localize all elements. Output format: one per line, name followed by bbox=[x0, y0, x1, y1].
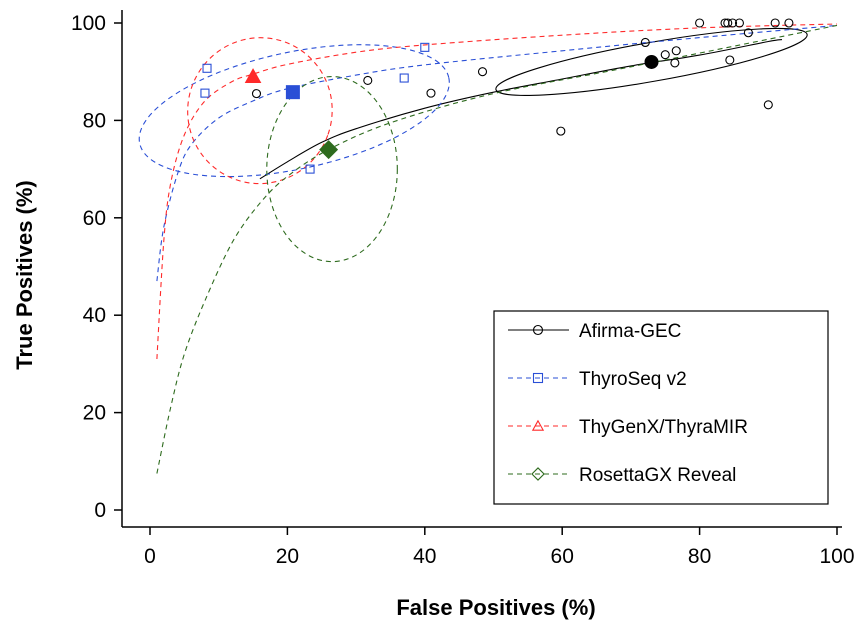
thyroseq-v2-confidence-ellipse bbox=[138, 44, 450, 178]
y-tick-label: 60 bbox=[83, 207, 106, 230]
thyroseq-v2-study-point bbox=[200, 88, 210, 98]
rosettagx-reveal-confidence-ellipse bbox=[266, 76, 398, 263]
thygenx-thyramir-curve bbox=[156, 23, 838, 360]
afirma-gec-study-point bbox=[784, 18, 794, 28]
afirma-gec-study-point bbox=[426, 88, 436, 98]
thyroseq-v2-study-point bbox=[305, 164, 315, 174]
legend-marker-rosettagx-reveal bbox=[531, 467, 545, 481]
thyroseq-v2-summary-point bbox=[285, 85, 300, 100]
thygenx-thyramir-summary-point bbox=[244, 68, 262, 84]
y-tick-label: 80 bbox=[83, 109, 106, 132]
afirma-gec-study-point bbox=[723, 18, 733, 28]
thygenx-thyramir-confidence-ellipse bbox=[187, 37, 333, 185]
afirma-gec-study-point bbox=[477, 67, 488, 77]
legend-marker-thyroseq-v2 bbox=[532, 372, 544, 384]
x-tick-label: 100 bbox=[819, 545, 854, 568]
afirma-gec-study-point bbox=[670, 58, 680, 68]
afirma-gec-study-point bbox=[640, 37, 650, 48]
afirma-gec-curve bbox=[259, 39, 783, 180]
afirma-gec-study-point bbox=[671, 46, 681, 56]
y-tick-label: 40 bbox=[83, 304, 106, 327]
legend-label-thygenx-thyramir: ThyGenX/ThyraMIR bbox=[579, 417, 748, 438]
x-tick-label: 80 bbox=[688, 545, 711, 568]
rosettagx-reveal-curve bbox=[156, 24, 838, 474]
legend-label-afirma-gec: Afirma-GEC bbox=[579, 321, 681, 342]
legend-marker-afirma-gec bbox=[532, 324, 544, 336]
afirma-gec-study-point bbox=[556, 126, 566, 136]
legend: Afirma-GEC ThyroSeq v2 ThyGenX/ThyraMIR Ros… bbox=[493, 310, 829, 505]
thyroseq-v2-study-point bbox=[399, 73, 409, 83]
afirma-gec-study-point bbox=[743, 28, 753, 38]
afirma-gec-study-point bbox=[695, 18, 705, 28]
rosettagx-reveal-summary-point bbox=[319, 140, 339, 160]
x-tick-label: 60 bbox=[551, 545, 574, 568]
afirma-gec-study-point bbox=[763, 100, 773, 110]
afirma-gec-summary-point bbox=[644, 54, 659, 69]
thyroseq-v2-study-point bbox=[202, 63, 212, 73]
x-tick-label: 40 bbox=[413, 545, 436, 568]
afirma-gec-study-point bbox=[660, 50, 670, 60]
y-axis-label: True Positives (%) bbox=[12, 180, 37, 370]
x-tick-label: 0 bbox=[144, 545, 156, 568]
afirma-gec-study-point bbox=[251, 89, 262, 99]
afirma-gec-study-point bbox=[725, 55, 735, 65]
axes: 0 20 40 60 80 100 0 20 40 60 80 100 bbox=[71, 10, 855, 568]
afirma-gec-study-point bbox=[734, 18, 744, 28]
afirma-gec-confidence-ellipse bbox=[495, 27, 808, 96]
y-tick-label: 0 bbox=[94, 499, 106, 522]
afirma-gec-study-point bbox=[770, 18, 780, 28]
x-tick-label: 20 bbox=[276, 545, 299, 568]
legend-marker-thygenx-thyramir bbox=[531, 419, 545, 431]
chart-marks bbox=[138, 18, 838, 474]
y-tick-label: 100 bbox=[71, 12, 106, 35]
afirma-gec-study-point bbox=[728, 18, 738, 28]
afirma-gec-study-point bbox=[363, 75, 373, 86]
x-axis-label: False Positives (%) bbox=[396, 595, 595, 620]
y-tick-label: 20 bbox=[83, 402, 106, 425]
legend-label-rosettagx-reveal: RosettaGX Reveal bbox=[579, 465, 736, 486]
legend-label-thyroseq-v2: ThyroSeq v2 bbox=[579, 369, 687, 390]
legend-box bbox=[493, 310, 829, 505]
thyroseq-v2-study-point bbox=[420, 42, 430, 52]
